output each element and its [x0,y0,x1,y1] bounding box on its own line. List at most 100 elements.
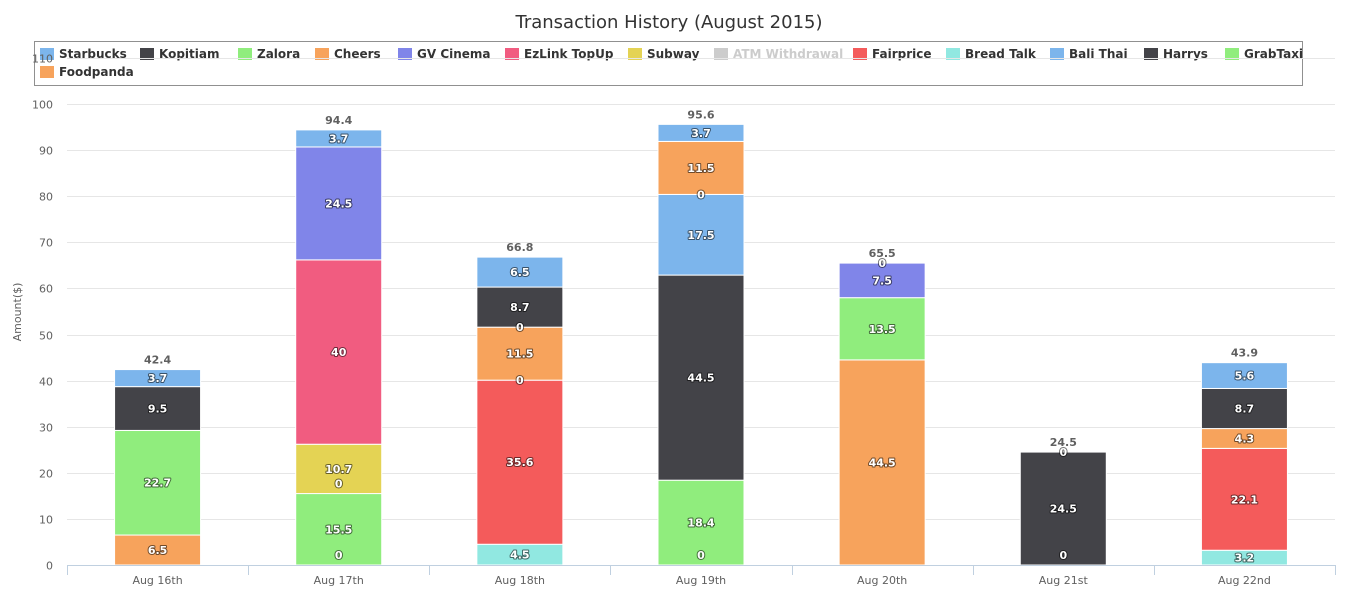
legend-item[interactable]: Bali Thai [1050,47,1128,61]
data-label: 4.5 [510,549,530,562]
legend-label: Subway [647,47,700,61]
legend-label: Foodpanda [59,65,134,79]
bar-segment[interactable] [838,262,926,299]
y-tick-label: 30 [39,422,53,435]
bar-segment[interactable] [1200,362,1288,389]
legend-swatch [714,48,728,60]
data-label: 6.5 [148,544,168,557]
zero-label: 0 [335,549,343,562]
data-label: 6.5 [510,266,530,279]
y-tick-label: 20 [39,468,53,481]
y-axis-title: Amount($) [11,283,24,342]
x-tick-label: Aug 19th [676,574,726,587]
legend-label: Kopitiam [159,47,220,61]
stack-total-label: 43.9 [1231,347,1258,360]
data-label: 3.7 [148,372,168,385]
data-label: 22.7 [144,477,171,490]
legend-item[interactable]: GV Cinema [398,47,491,61]
x-tick-label: Aug 20th [857,574,907,587]
legend-item[interactable]: Starbucks [40,47,127,61]
bar-segment[interactable] [657,274,745,481]
bar-segment[interactable] [295,146,383,261]
zero-label: 0 [697,549,705,562]
bar-segment[interactable] [114,386,202,431]
y-tick-label: 70 [39,237,53,250]
stack-total-label: 66.8 [506,241,533,254]
bar-segment[interactable] [114,369,202,388]
bar-segment[interactable] [476,379,564,545]
zero-label: 0 [516,321,524,334]
legend-item[interactable]: Fairprice [853,47,932,61]
legend-item[interactable]: Subway [628,47,700,61]
bar-segment[interactable] [1200,447,1288,551]
data-label: 10.7 [325,463,352,476]
legend-label: ATM Withdrawal [733,47,843,61]
bar-segment[interactable] [657,193,745,276]
y-tick-label: 90 [39,145,53,158]
data-label: 5.6 [1235,370,1255,383]
legend-label: Cheers [334,47,381,61]
x-tick-label: Aug 16th [132,574,182,587]
legend-label: GV Cinema [417,47,491,61]
data-label: 15.5 [325,523,352,536]
data-label: 8.7 [510,301,530,314]
legend-label: Bread Talk [965,47,1037,61]
data-label: 35.6 [506,456,533,469]
legend-swatch [238,48,252,60]
y-tick-label: 80 [39,191,53,204]
bar-segment[interactable] [838,359,926,566]
legend-item[interactable]: GrabTaxi [1225,47,1303,61]
bar-segment[interactable] [1200,387,1288,430]
data-label: 8.7 [1235,403,1255,416]
data-label: 13.5 [869,323,896,336]
y-tick-label: 110 [32,53,53,66]
data-label: 24.5 [325,197,352,210]
bar-segment[interactable] [476,326,564,381]
bar-segment[interactable] [114,534,202,566]
legend-item[interactable]: ATM Withdrawal [714,47,843,61]
bar-segment[interactable] [476,256,564,288]
legend-label: Fairprice [872,47,932,61]
legend-swatch [140,48,154,60]
data-label: 3.2 [1235,552,1255,565]
zero-label: 0 [335,478,343,491]
legend-swatch [505,48,519,60]
bar-segment[interactable] [295,443,383,495]
y-tick-label: 100 [32,99,53,112]
data-label: 11.5 [687,162,714,175]
axes: 0 10 20 30 40 50 60 70 80 90 100 110 Aug 16th Aug 17t… [32,53,1336,587]
data-label: 24.5 [1050,503,1077,516]
legend-swatch [1225,48,1239,60]
legend-item[interactable]: Bread Talk [946,47,1037,61]
data-label: 3.7 [329,132,349,145]
bars: 6.5 22.7 9.5 3.7 42.4 15.5 10.7 40 24.5 3.7 0 0 94.4… [114,108,1288,566]
bar-segment[interactable] [295,493,383,566]
bar-segment[interactable] [657,140,745,195]
legend-swatch [40,66,54,78]
legend-item[interactable]: Harrys [1144,47,1208,61]
legend-item[interactable]: EzLink TopUp [505,47,614,61]
bar-segment[interactable] [1019,451,1107,566]
data-label: 3.7 [691,127,711,140]
legend-label: EzLink TopUp [524,47,614,61]
bar-segment[interactable] [295,259,383,445]
data-label: 11.5 [506,348,533,361]
legend-item[interactable]: Kopitiam [140,47,220,61]
stack-total-label: 95.6 [687,108,714,121]
data-label: 44.5 [687,372,714,385]
legend-swatch [946,48,960,60]
y-tick-label: 0 [46,560,53,573]
bar-segment[interactable] [657,123,745,142]
bar-segment[interactable] [476,286,564,328]
legend-item[interactable]: Zalora [238,47,300,61]
legend-item[interactable]: Foodpanda [40,65,134,79]
legend-label: Starbucks [59,47,127,61]
bar-segment[interactable] [295,129,383,148]
zero-label: 0 [697,188,705,201]
legend-swatch [628,48,642,60]
bar-segment[interactable] [838,297,926,361]
y-tick-label: 60 [39,283,53,296]
legend-label: Bali Thai [1069,47,1128,61]
legend-item[interactable]: Cheers [315,47,381,61]
